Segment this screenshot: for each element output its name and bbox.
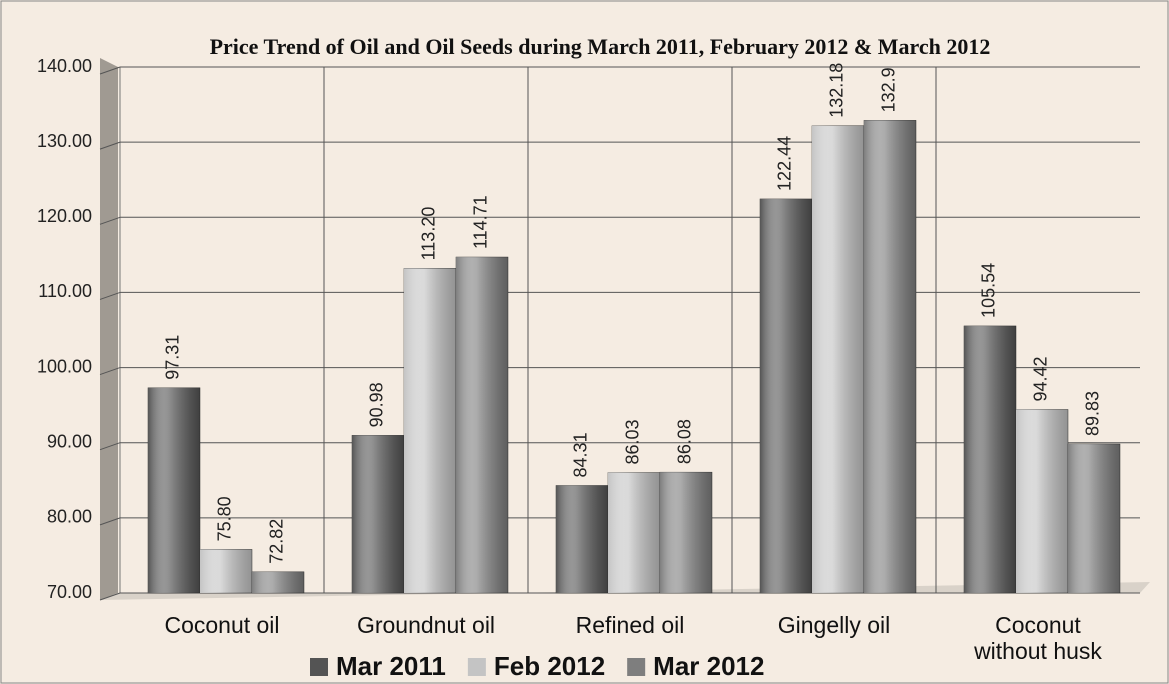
bar-shade	[964, 325, 1016, 593]
data-label: 72.82	[267, 519, 287, 564]
y-tick	[99, 517, 121, 526]
data-label: 90.98	[367, 382, 387, 427]
bar-group	[811, 125, 865, 594]
bar-group	[403, 268, 457, 594]
bar-shade	[1068, 443, 1120, 593]
bar-group	[963, 325, 1017, 594]
bar-group	[351, 435, 405, 594]
data-label: 84.31	[571, 432, 591, 477]
bar-group	[659, 471, 713, 594]
bar-group	[759, 198, 813, 594]
x-tick-label: Coconut oil	[164, 612, 280, 638]
y-tick-label: 70.00	[47, 582, 92, 602]
bar-shade	[864, 120, 916, 593]
y-tick	[99, 141, 121, 150]
data-label: 86.03	[623, 419, 643, 464]
bar-group	[555, 485, 609, 594]
y-tick-label: 100.00	[37, 356, 92, 376]
data-label: 113.20	[419, 207, 439, 261]
data-label: 86.08	[675, 419, 695, 464]
x-tick-label: Groundnut oil	[356, 612, 496, 638]
bar-group	[607, 472, 661, 594]
bar-group	[147, 387, 201, 594]
y-tick-label: 130.00	[37, 131, 92, 151]
legend-label: Mar 2012	[653, 651, 764, 681]
data-label: 122.44	[775, 136, 795, 191]
data-label: 75.80	[215, 496, 235, 541]
legend-swatch	[627, 658, 646, 676]
y-tick-label: 120.00	[37, 206, 92, 226]
bar-group	[1015, 409, 1069, 594]
data-label: 132.18	[827, 63, 847, 118]
data-label: 132.9	[879, 67, 899, 112]
bar-shade	[200, 549, 252, 593]
data-label: 89.83	[1083, 391, 1103, 436]
x-tick-label: Gingelly oil	[777, 612, 891, 638]
y-tick	[99, 291, 121, 300]
bar-shade	[812, 125, 864, 593]
bar-shade	[352, 435, 404, 593]
legend-swatch	[310, 658, 328, 676]
y-tick-label: 140.00	[37, 56, 92, 76]
bar-shade	[252, 571, 304, 593]
data-label: 97.31	[163, 335, 183, 380]
bar-shade	[456, 257, 508, 593]
bar-shade	[760, 198, 812, 593]
y-tick	[99, 66, 121, 75]
bar-shade	[608, 472, 660, 593]
y-tick-label: 110.00	[38, 281, 92, 301]
bar-shade	[148, 387, 200, 593]
data-label: 105.54	[979, 263, 999, 318]
bar-group	[455, 256, 509, 594]
side-wall	[100, 58, 118, 600]
bar-shade	[556, 485, 608, 593]
bar-shade	[404, 268, 456, 593]
x-tick-label: Coconut without husk	[974, 612, 1102, 664]
chart-title: Price Trend of Oil and Oil Seeds during …	[209, 34, 991, 59]
data-label: 94.42	[1031, 356, 1051, 401]
y-tick-label: 90.00	[47, 431, 92, 451]
legend: Mar 2011 Feb 2012 Mar 2012	[310, 651, 764, 681]
y-tick	[99, 592, 121, 601]
bar-shade	[1016, 409, 1068, 593]
bar-group	[863, 120, 917, 594]
legend-label: Feb 2012	[494, 651, 605, 681]
bar-shade	[660, 472, 712, 593]
legend-swatch	[467, 658, 486, 676]
y-tick-label: 80.00	[47, 507, 92, 527]
bar-group	[199, 549, 253, 594]
y-tick	[99, 216, 121, 225]
y-tick	[99, 442, 121, 451]
y-tick	[99, 367, 121, 376]
legend-label: Mar 2011	[336, 651, 446, 681]
data-label: 114.71	[471, 195, 491, 249]
x-tick-label: Refined oil	[575, 612, 685, 638]
bar-group	[1067, 443, 1121, 594]
bar-group	[251, 571, 305, 594]
